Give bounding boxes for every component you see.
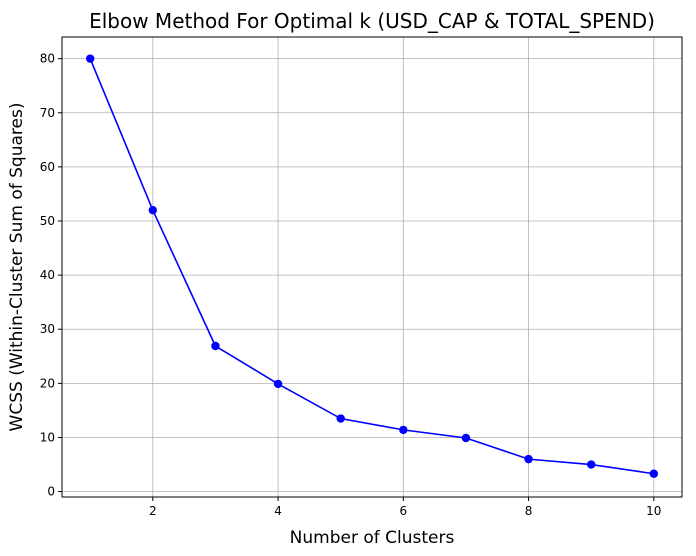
data-point — [85, 54, 95, 63]
y-tick-label: 20 — [40, 376, 55, 390]
series-line — [89, 58, 654, 475]
x-tick-label: 6 — [399, 504, 407, 518]
data-point — [336, 414, 345, 423]
data-point — [586, 460, 596, 469]
y-tick-label: 50 — [40, 214, 55, 228]
y-tick-label: 40 — [40, 268, 55, 282]
y-tick-label: 60 — [40, 160, 55, 174]
data-point — [273, 379, 283, 389]
data-point — [211, 341, 220, 351]
data-point — [524, 454, 533, 464]
data-point — [148, 205, 158, 215]
data-point — [649, 469, 659, 478]
y-axis-ticks: 0 10 20 30 40 50 60 70 80 — [40, 52, 62, 499]
y-tick-label: 80 — [40, 52, 55, 66]
plot-frame — [61, 36, 683, 498]
series-layer — [85, 54, 659, 478]
x-tick-label: 4 — [274, 504, 282, 518]
x-tick-label: 8 — [525, 504, 533, 518]
x-axis-label: Number of Clusters — [290, 528, 455, 548]
y-tick-label: 0 — [47, 485, 55, 499]
x-axis-ticks: 2 4 6 8 10 — [149, 497, 661, 518]
data-point — [461, 433, 471, 443]
chart-title: Elbow Method For Optimal k (USD_CAP & TO… — [89, 9, 655, 33]
grid — [62, 37, 682, 497]
y-tick-label: 70 — [40, 106, 55, 120]
y-tick-label: 30 — [40, 322, 55, 336]
y-tick-label: 10 — [40, 430, 55, 444]
x-tick-label: 10 — [646, 504, 661, 518]
y-axis-label: WCSS (Within-Cluster Sum of Squares) — [7, 103, 27, 432]
x-tick-label: 2 — [149, 504, 157, 518]
data-point — [399, 425, 408, 435]
